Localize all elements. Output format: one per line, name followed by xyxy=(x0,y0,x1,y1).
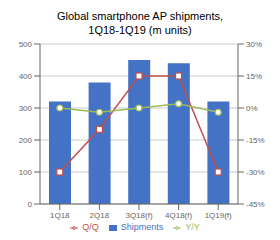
svg-text:1Q19(f): 1Q19(f) xyxy=(205,211,232,220)
svg-text:4Q18(f): 4Q18(f) xyxy=(165,211,192,220)
html-text:Global smartphone AP shipments: Global smartphone AP shipments, xyxy=(56,10,224,22)
svg-text:200: 200 xyxy=(19,136,33,145)
svg-text:30%: 30% xyxy=(246,40,262,49)
svg-text:0: 0 xyxy=(28,200,33,209)
svg-text:3Q18(f): 3Q18(f) xyxy=(125,211,152,220)
svg-text:0%: 0% xyxy=(246,104,258,113)
svg-text:-45%: -45% xyxy=(246,200,265,209)
html-text:Q/Q: Q/Q xyxy=(82,222,99,232)
svg-text:2Q18: 2Q18 xyxy=(90,211,110,220)
svg-text:300: 300 xyxy=(19,104,33,113)
svg-text:1Q18: 1Q18 xyxy=(50,211,70,220)
svg-text:-30%: -30% xyxy=(246,168,265,177)
html-text:Y/Y: Y/Y xyxy=(185,222,200,232)
html-text:Shipments: Shipments xyxy=(120,222,164,232)
svg-text:100: 100 xyxy=(19,168,33,177)
svg-text:-15%: -15% xyxy=(246,136,265,145)
html-text:1Q18-1Q19 (m units): 1Q18-1Q19 (m units) xyxy=(88,24,192,36)
svg-text:400: 400 xyxy=(19,72,33,81)
svg-text:500: 500 xyxy=(19,40,33,49)
svg-text:15%: 15% xyxy=(246,72,262,81)
